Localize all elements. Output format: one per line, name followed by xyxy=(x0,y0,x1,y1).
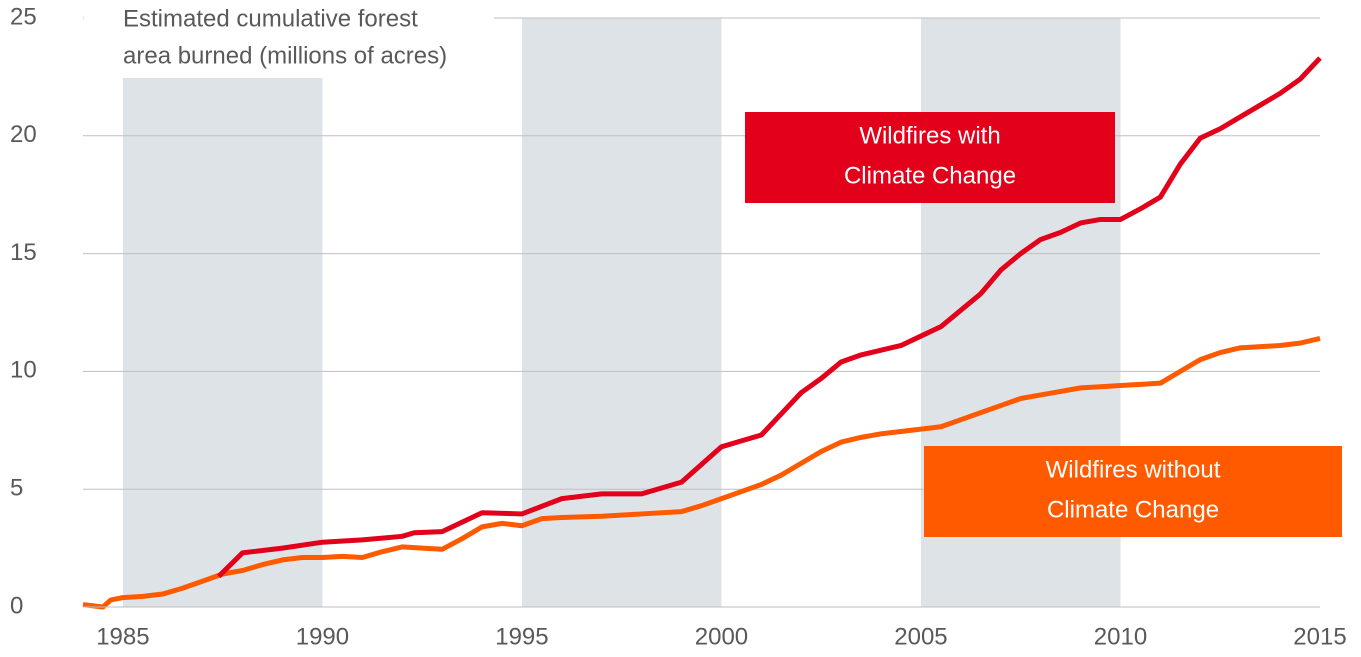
x-tick-label: 2005 xyxy=(894,623,947,650)
x-tick-label: 2010 xyxy=(1094,623,1147,650)
series-line xyxy=(216,56,1322,579)
shaded-period xyxy=(122,18,323,607)
legend-label: Wildfires with xyxy=(859,122,1000,149)
x-tick-label: 1985 xyxy=(96,623,149,650)
legend-box xyxy=(924,446,1342,537)
legend-box xyxy=(745,112,1115,203)
chart-title: area burned (millions of acres) xyxy=(123,42,447,69)
series-line xyxy=(82,335,1321,610)
y-tick-label: 15 xyxy=(10,239,37,266)
y-tick-label: 20 xyxy=(10,121,37,148)
chart-title: Estimated cumulative forest xyxy=(123,5,418,32)
legend-label: Climate Change xyxy=(1047,496,1219,523)
x-tick-label: 2000 xyxy=(695,623,748,650)
y-tick-label: 0 xyxy=(10,592,23,619)
y-tick-label: 25 xyxy=(10,3,37,30)
x-tick-label: 1990 xyxy=(296,623,349,650)
x-tick-label: 2015 xyxy=(1293,623,1346,650)
y-tick-label: 10 xyxy=(10,357,37,384)
legend-label: Wildfires without xyxy=(1046,456,1221,483)
title-backing xyxy=(84,0,494,78)
legend-label: Climate Change xyxy=(844,162,1016,189)
x-tick-label: 1995 xyxy=(495,623,548,650)
y-tick-label: 5 xyxy=(10,475,23,502)
